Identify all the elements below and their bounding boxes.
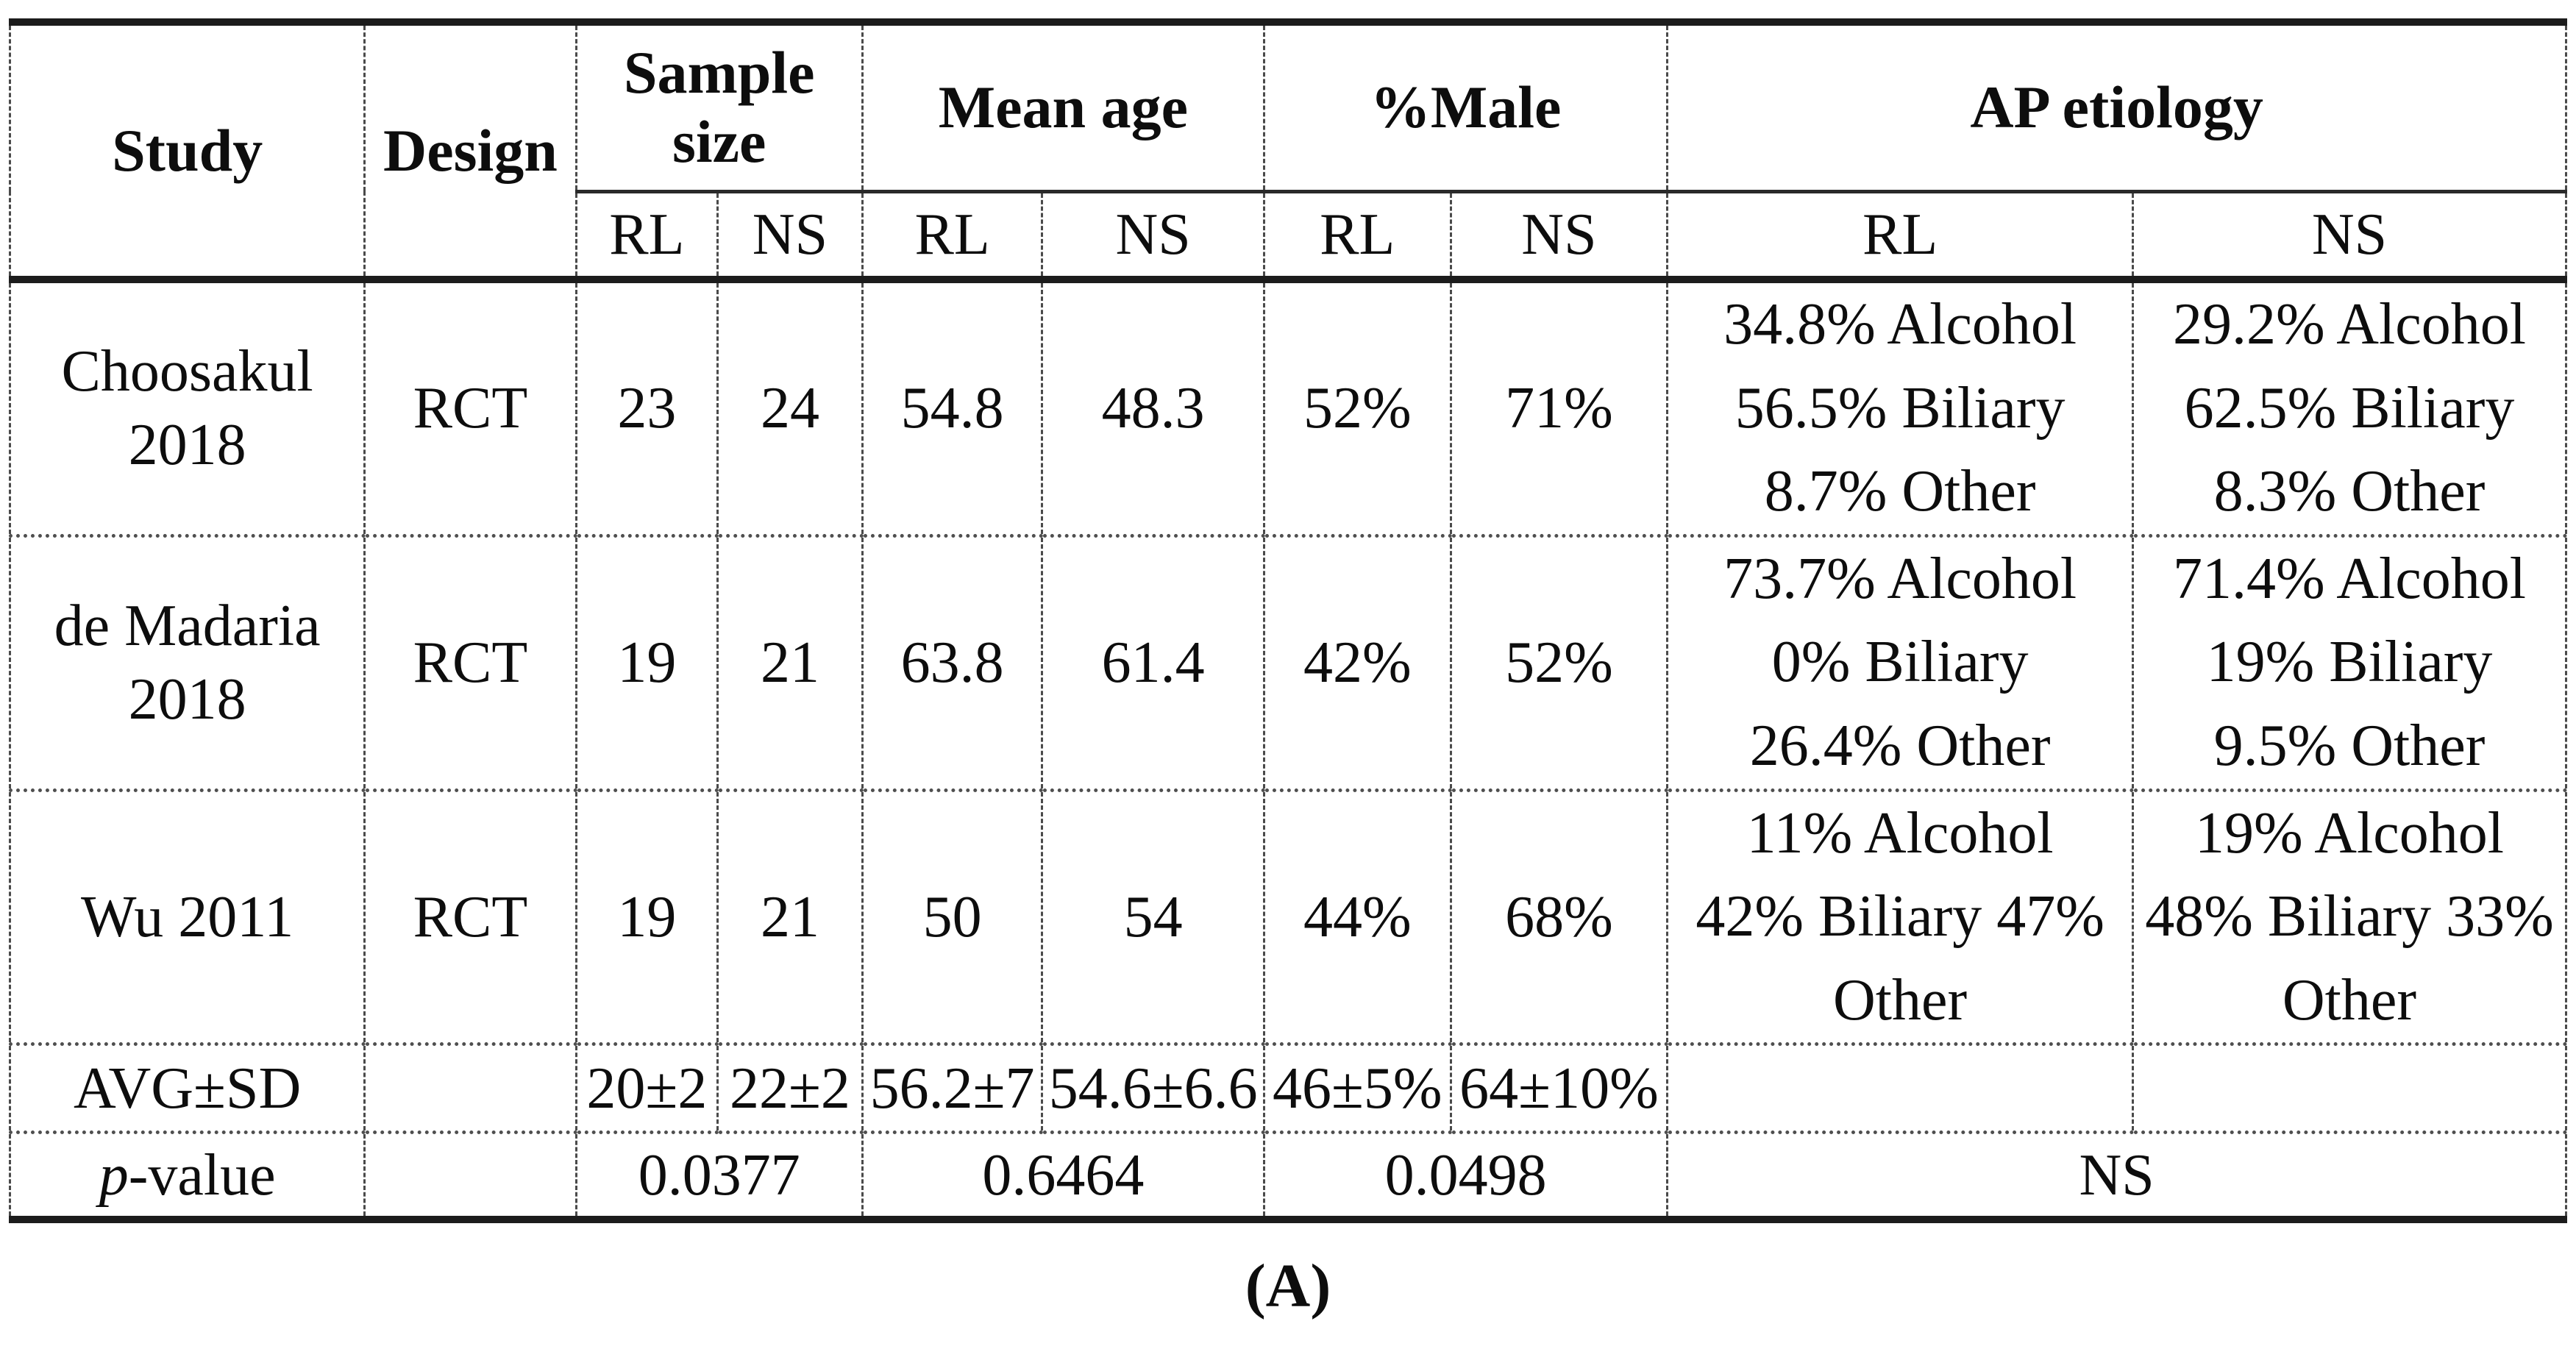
cell-avg-male-rl: 46±5% [1262,1044,1452,1135]
cell-study: Wu 2011 [8,790,366,1047]
cell-avg-design-empty [363,1044,577,1135]
cell-pvalue-design-empty [363,1132,577,1219]
etiology-line: Other [1833,967,1968,1033]
pvalue-label-p: p [99,1142,129,1208]
cell-pvalue-male: 0.0498 [1262,1132,1669,1219]
cell-age-ns: 61.4 [1041,535,1265,792]
subheader-age-rl: RL [861,191,1044,283]
subheader-male-rl: RL [1262,191,1452,283]
cell-pvalue-label: p-value [8,1132,366,1219]
etiology-line: 56.5% Biliary [1734,375,2066,441]
header-ap-etiology: AP etiology [1666,22,2567,193]
cell-etiology-ns: 29.2% Alcohol 62.5% Biliary 8.3% Other [2131,279,2568,538]
header-pct-male: %Male [1262,22,1669,193]
cell-study: de Madaria 2018 [8,535,366,792]
etiology-line: 34.8% Alcohol [1723,292,2077,357]
cell-etiology-rl: 34.8% Alcohol 56.5% Biliary 8.7% Other [1666,279,2134,538]
cell-male-ns: 68% [1449,790,1669,1047]
table-row-de-madaria: de Madaria 2018 RCT 19 21 63.8 61.4 42% … [8,535,2568,792]
subheader-male-ns: NS [1449,191,1669,283]
cell-sample-rl: 19 [574,790,719,1047]
pvalue-label-rest: -value [128,1142,276,1208]
etiology-line: 11% Alcohol [1746,800,2054,866]
cell-etiology-rl: 73.7% Alcohol 0% Biliary 26.4% Other [1666,535,2134,792]
cell-study: Choosakul 2018 [8,279,366,538]
cell-etiology-ns: 19% Alcohol 48% Biliary 33% Other [2131,790,2568,1047]
cell-sample-ns: 21 [716,790,864,1047]
cell-etiology-rl: 11% Alcohol 42% Biliary 47% Other [1666,790,2134,1047]
cell-male-ns: 71% [1449,279,1669,538]
cell-design: RCT [363,279,577,538]
cell-sample-rl: 19 [574,535,719,792]
cell-avg-etiology-ns-empty [2131,1044,2568,1135]
header-group-row: Study Design Sample size Mean age %Male … [8,22,2567,283]
cell-age-rl: 50 [861,790,1044,1047]
subheader-etiology-ns: NS [2131,191,2568,283]
cell-avg-age-rl: 56.2±7 [861,1044,1044,1135]
etiology-line: 26.4% Other [1749,713,2051,778]
cell-etiology-ns: 71.4% Alcohol 19% Biliary 9.5% Other [2131,535,2568,792]
cell-pvalue-age: 0.6464 [861,1132,1265,1219]
pvalue-row: p-value 0.0377 0.6464 0.0498 NS [8,1132,2567,1219]
table-row-choosakul: Choosakul 2018 RCT 23 24 54.8 48.3 52% 7… [8,279,2568,538]
etiology-line: 8.7% Other [1764,459,2036,524]
etiology-line: 19% Alcohol [2195,800,2504,866]
etiology-line: 8.3% Other [2213,459,2486,524]
cell-pvalue-sample: 0.0377 [574,1132,864,1219]
cell-avg-label: AVG±SD [8,1044,366,1135]
table-container: Study Design Sample size Mean age %Male … [8,18,2568,1223]
cell-sample-ns: 21 [716,535,864,792]
etiology-line: 19% Biliary [2206,630,2493,695]
cell-avg-male-ns: 64±10% [1449,1044,1669,1135]
etiology-line: 62.5% Biliary [2184,375,2515,441]
cell-pvalue-etiology: NS [1666,1132,2567,1219]
header-mean-age: Mean age [861,22,1265,193]
subheader-sample-rl: RL [574,191,719,283]
etiology-line: 29.2% Alcohol [2173,292,2526,357]
cell-age-rl: 63.8 [861,535,1044,792]
header-design: Design [363,22,577,283]
etiology-line: 73.7% Alcohol [1723,546,2077,611]
etiology-line: 9.5% Other [2213,713,2486,778]
table-row-wu: Wu 2011 RCT 19 21 50 54 44% 68% 11% Alco… [8,790,2568,1047]
etiology-line: 71.4% Alcohol [2173,546,2526,611]
cell-avg-sample-rl: 20±2 [574,1044,719,1135]
table-caption: (A) [1245,1252,1331,1320]
cell-male-rl: 44% [1262,790,1452,1047]
cell-design: RCT [363,535,577,792]
cell-avg-sample-ns: 22±2 [716,1044,864,1135]
etiology-line: 0% Biliary [1771,630,2029,695]
cell-age-ns: 48.3 [1041,279,1265,538]
cell-avg-age-ns: 54.6±6.6 [1041,1044,1265,1135]
etiology-line: 42% Biliary 47% [1696,884,2104,950]
cell-avg-etiology-rl-empty [1666,1044,2134,1135]
cell-sample-rl: 23 [574,279,719,538]
etiology-line: Other [2282,967,2417,1033]
subheader-etiology-rl: RL [1666,191,2134,283]
subheader-sample-ns: NS [716,191,864,283]
subheader-age-ns: NS [1041,191,1265,283]
study-comparison-table: Study Design Sample size Mean age %Male … [8,18,2568,1223]
cell-sample-ns: 24 [716,279,864,538]
cell-design: RCT [363,790,577,1047]
subheader-row: RL NS RL NS RL NS RL NS [10,191,2568,283]
cell-male-ns: 52% [1449,535,1669,792]
header-study: Study [8,22,366,283]
header-sample-size: Sample size [574,22,864,193]
etiology-line: 48% Biliary 33% [2145,884,2554,950]
cell-male-rl: 52% [1262,279,1452,538]
cell-age-rl: 54.8 [861,279,1044,538]
cell-male-rl: 42% [1262,535,1452,792]
cell-age-ns: 54 [1041,790,1265,1047]
avg-sd-row: AVG±SD 20±2 22±2 56.2±7 54.6±6.6 46±5% 6… [8,1044,2568,1135]
